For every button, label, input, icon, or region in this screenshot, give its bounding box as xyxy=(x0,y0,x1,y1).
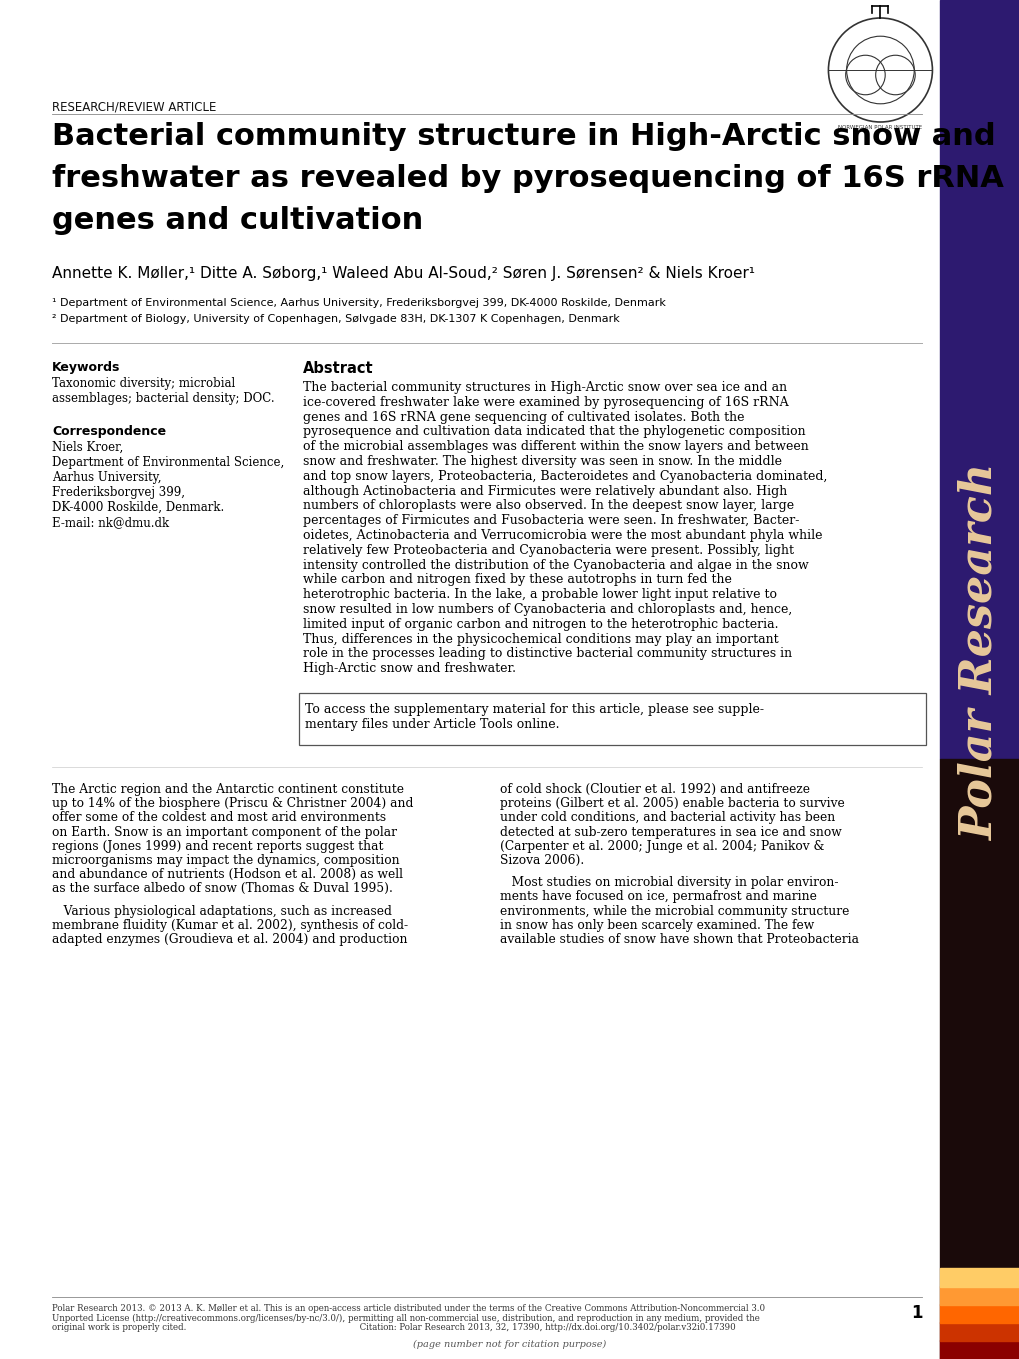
Text: intensity controlled the distribution of the Cyanobacteria and algae in the snow: intensity controlled the distribution of… xyxy=(303,559,808,572)
Text: microorganisms may impact the dynamics, composition: microorganisms may impact the dynamics, … xyxy=(52,853,399,867)
Text: although Actinobacteria and Firmicutes were relatively abundant also. High: although Actinobacteria and Firmicutes w… xyxy=(303,485,786,497)
Text: Niels Kroer,: Niels Kroer, xyxy=(52,442,123,454)
Text: of the microbial assemblages was different within the snow layers and between: of the microbial assemblages was differe… xyxy=(303,440,808,453)
Bar xyxy=(940,1340,1019,1359)
Text: proteins (Gilbert et al. 2005) enable bacteria to survive: proteins (Gilbert et al. 2005) enable ba… xyxy=(499,798,844,810)
Text: E-mail: nk@dmu.dk: E-mail: nk@dmu.dk xyxy=(52,516,169,529)
Text: Polar Research: Polar Research xyxy=(958,463,1001,841)
Text: percentages of Firmicutes and Fusobacteria were seen. In freshwater, Bacter-: percentages of Firmicutes and Fusobacter… xyxy=(303,514,798,527)
Text: Polar Research 2013. © 2013 A. K. Møller et al. This is an open-access article d: Polar Research 2013. © 2013 A. K. Møller… xyxy=(52,1305,764,1313)
Text: 1: 1 xyxy=(910,1305,921,1322)
Text: detected at sub-zero temperatures in sea ice and snow: detected at sub-zero temperatures in sea… xyxy=(499,826,841,839)
Text: pyrosequence and cultivation data indicated that the phylogenetic composition: pyrosequence and cultivation data indica… xyxy=(303,425,805,439)
Text: Thus, differences in the physicochemical conditions may play an important: Thus, differences in the physicochemical… xyxy=(303,632,777,646)
Text: adapted enzymes (Groudieva et al. 2004) and production: adapted enzymes (Groudieva et al. 2004) … xyxy=(52,934,408,946)
Text: Abstract: Abstract xyxy=(303,361,373,376)
Text: Annette K. Møller,¹ Ditte A. Søborg,¹ Waleed Abu Al-Soud,² Søren J. Sørensen² & : Annette K. Møller,¹ Ditte A. Søborg,¹ Wa… xyxy=(52,266,754,281)
Bar xyxy=(940,0,1019,758)
Text: To access the supplementary material for this article, please see supple-: To access the supplementary material for… xyxy=(305,703,763,716)
Text: assemblages; bacterial density; DOC.: assemblages; bacterial density; DOC. xyxy=(52,391,274,405)
Text: (page number not for citation purpose): (page number not for citation purpose) xyxy=(413,1340,606,1349)
Text: The Arctic region and the Antarctic continent constitute: The Arctic region and the Antarctic cont… xyxy=(52,783,404,796)
Text: environments, while the microbial community structure: environments, while the microbial commun… xyxy=(499,905,849,917)
Bar xyxy=(940,1322,1019,1341)
Text: High-Arctic snow and freshwater.: High-Arctic snow and freshwater. xyxy=(303,662,516,675)
Text: available studies of snow have shown that Proteobacteria: available studies of snow have shown tha… xyxy=(499,934,858,946)
Text: under cold conditions, and bacterial activity has been: under cold conditions, and bacterial act… xyxy=(499,811,835,825)
Text: in snow has only been scarcely examined. The few: in snow has only been scarcely examined.… xyxy=(499,919,814,932)
Text: while carbon and nitrogen fixed by these autotrophs in turn fed the: while carbon and nitrogen fixed by these… xyxy=(303,573,731,586)
Text: heterotrophic bacteria. In the lake, a probable lower light input relative to: heterotrophic bacteria. In the lake, a p… xyxy=(303,588,775,601)
Text: limited input of organic carbon and nitrogen to the heterotrophic bacteria.: limited input of organic carbon and nitr… xyxy=(303,618,777,631)
Text: ments have focused on ice, permafrost and marine: ments have focused on ice, permafrost an… xyxy=(499,890,816,904)
Text: membrane fluidity (Kumar et al. 2002), synthesis of cold-: membrane fluidity (Kumar et al. 2002), s… xyxy=(52,919,408,932)
Text: Various physiological adaptations, such as increased: Various physiological adaptations, such … xyxy=(52,905,391,917)
Text: snow and freshwater. The highest diversity was seen in snow. In the middle: snow and freshwater. The highest diversi… xyxy=(303,455,781,467)
Text: regions (Jones 1999) and recent reports suggest that: regions (Jones 1999) and recent reports … xyxy=(52,840,383,853)
Bar xyxy=(940,758,1019,1359)
Text: snow resulted in low numbers of Cyanobacteria and chloroplasts and, hence,: snow resulted in low numbers of Cyanobac… xyxy=(303,603,791,616)
Text: numbers of chloroplasts were also observed. In the deepest snow layer, large: numbers of chloroplasts were also observ… xyxy=(303,499,793,512)
Text: Department of Environmental Science,: Department of Environmental Science, xyxy=(52,457,284,469)
Text: and top snow layers, Proteobacteria, Bacteroidetes and Cyanobacteria dominated,: and top snow layers, Proteobacteria, Bac… xyxy=(303,470,826,482)
Text: Taxonomic diversity; microbial: Taxonomic diversity; microbial xyxy=(52,376,235,390)
Text: Frederiksborgvej 399,: Frederiksborgvej 399, xyxy=(52,487,184,499)
Text: ¹ Department of Environmental Science, Aarhus University, Frederiksborgvej 399, : ¹ Department of Environmental Science, A… xyxy=(52,298,665,308)
Text: as the surface albedo of snow (Thomas & Duval 1995).: as the surface albedo of snow (Thomas & … xyxy=(52,882,392,896)
Text: ice-covered freshwater lake were examined by pyrosequencing of 16S rRNA: ice-covered freshwater lake were examine… xyxy=(303,395,788,409)
Text: and abundance of nutrients (Hodson et al. 2008) as well: and abundance of nutrients (Hodson et al… xyxy=(52,868,403,881)
Text: role in the processes leading to distinctive bacterial community structures in: role in the processes leading to distinc… xyxy=(303,647,791,660)
Text: Keywords: Keywords xyxy=(52,361,120,374)
Text: ² Department of Biology, University of Copenhagen, Sølvgade 83H, DK-1307 K Copen: ² Department of Biology, University of C… xyxy=(52,314,620,323)
Text: NORWEGIAN POLAR INSTITUTE: NORWEGIAN POLAR INSTITUTE xyxy=(838,125,921,130)
Text: up to 14% of the biosphere (Priscu & Christner 2004) and: up to 14% of the biosphere (Priscu & Chr… xyxy=(52,798,413,810)
Text: on Earth. Snow is an important component of the polar: on Earth. Snow is an important component… xyxy=(52,826,396,839)
Bar xyxy=(299,693,925,745)
Text: (Carpenter et al. 2000; Junge et al. 2004; Panikov &: (Carpenter et al. 2000; Junge et al. 200… xyxy=(499,840,823,853)
Bar xyxy=(940,1268,1019,1287)
Text: The bacterial community structures in High-Arctic snow over sea ice and an: The bacterial community structures in Hi… xyxy=(303,381,786,394)
Text: Unported License (http://creativecommons.org/licenses/by-nc/3.0/), permitting al: Unported License (http://creativecommons… xyxy=(52,1314,759,1322)
Text: genes and 16S rRNA gene sequencing of cultivated isolates. Both the: genes and 16S rRNA gene sequencing of cu… xyxy=(303,410,744,424)
Text: oidetes, Actinobacteria and Verrucomicrobia were the most abundant phyla while: oidetes, Actinobacteria and Verrucomicro… xyxy=(303,529,821,542)
Text: genes and cultivation: genes and cultivation xyxy=(52,207,423,235)
Text: Most studies on microbial diversity in polar environ-: Most studies on microbial diversity in p… xyxy=(499,877,838,889)
Bar xyxy=(940,1305,1019,1324)
Text: relatively few Proteobacteria and Cyanobacteria were present. Possibly, light: relatively few Proteobacteria and Cyanob… xyxy=(303,544,793,557)
Text: offer some of the coldest and most arid environments: offer some of the coldest and most arid … xyxy=(52,811,386,825)
Text: Bacterial community structure in High-Arctic snow and: Bacterial community structure in High-Ar… xyxy=(52,122,995,151)
Text: original work is properly cited.                                                : original work is properly cited. xyxy=(52,1324,735,1332)
Text: RESEARCH/REVIEW ARTICLE: RESEARCH/REVIEW ARTICLE xyxy=(52,101,216,113)
Text: Sizova 2006).: Sizova 2006). xyxy=(499,853,584,867)
Text: DK-4000 Roskilde, Denmark.: DK-4000 Roskilde, Denmark. xyxy=(52,501,224,514)
Text: Aarhus University,: Aarhus University, xyxy=(52,472,161,484)
Bar xyxy=(940,1286,1019,1305)
Text: of cold shock (Cloutier et al. 1992) and antifreeze: of cold shock (Cloutier et al. 1992) and… xyxy=(499,783,809,796)
Text: Correspondence: Correspondence xyxy=(52,425,166,438)
Text: freshwater as revealed by pyrosequencing of 16S rRNA: freshwater as revealed by pyrosequencing… xyxy=(52,164,1003,193)
Text: mentary files under Article Tools online.: mentary files under Article Tools online… xyxy=(305,718,558,731)
